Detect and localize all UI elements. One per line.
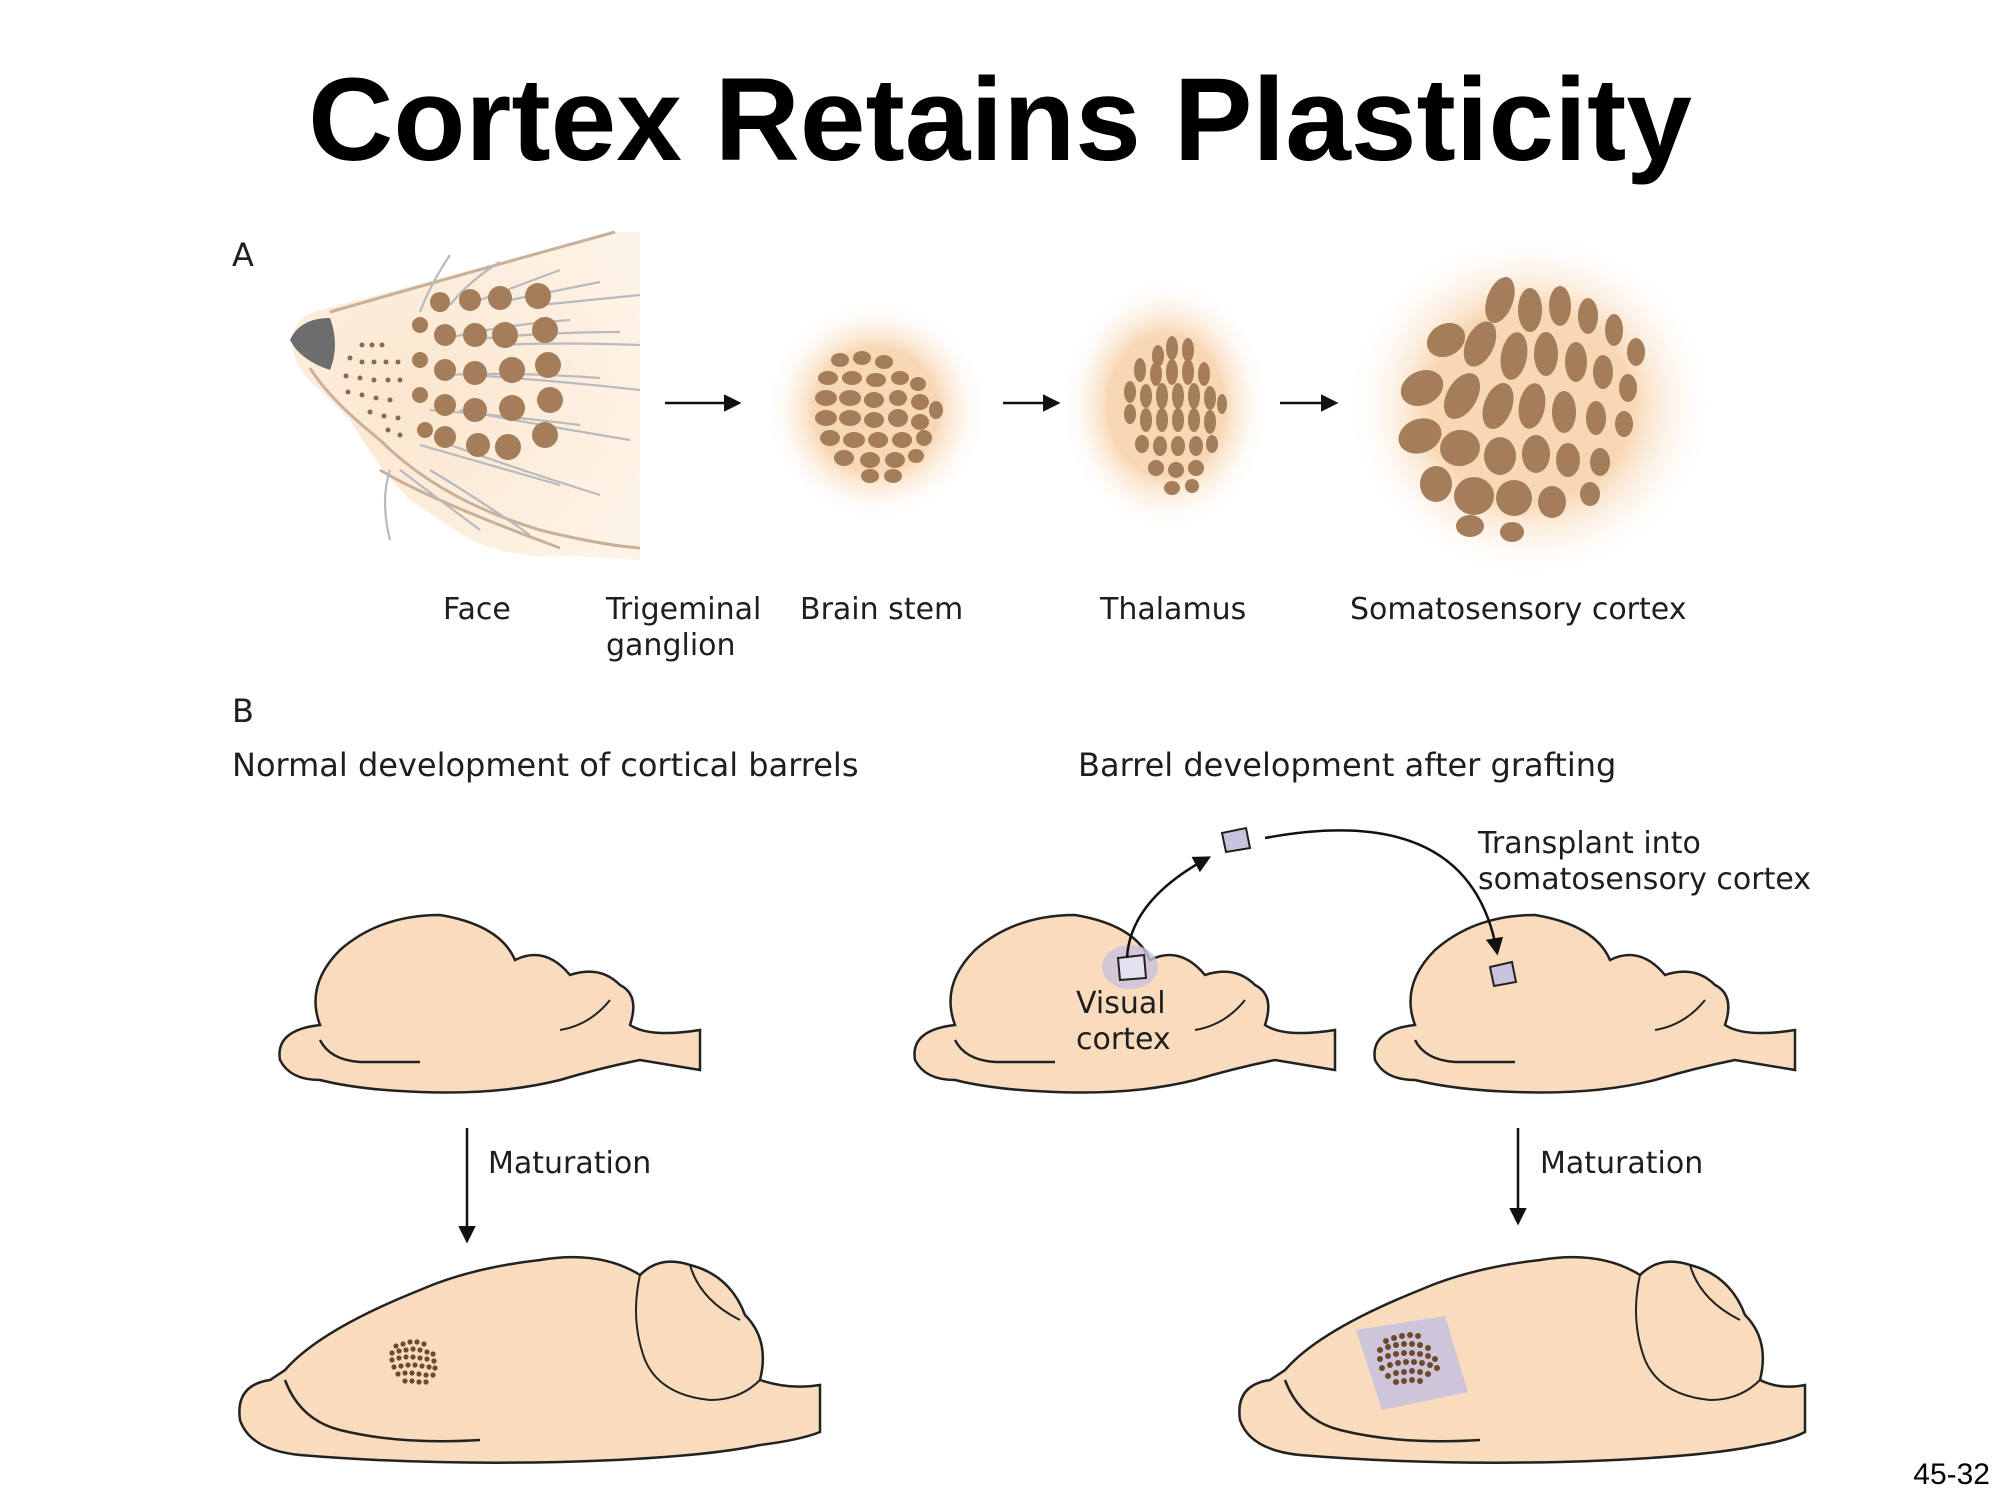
label-face: Face	[443, 592, 511, 627]
label-visual-line2: cortex	[1076, 1022, 1171, 1057]
young-brain-normal	[278, 913, 702, 1094]
graft-piece-in-transit	[1220, 826, 1252, 854]
panel-a-letter: A	[232, 236, 254, 274]
label-maturation-right: Maturation	[1540, 1146, 1704, 1181]
label-brain-stem: Brain stem	[800, 592, 964, 627]
label-trigeminal-line2: ganglion	[606, 628, 736, 663]
micro-follicles	[343, 342, 403, 438]
label-thalamus: Thalamus	[1100, 592, 1247, 627]
label-maturation-left: Maturation	[488, 1146, 652, 1181]
slide-title: Cortex Retains Plasticity	[308, 54, 1692, 186]
cortex-barrel-map	[1345, 230, 1715, 580]
panel-b-letter: B	[232, 692, 254, 730]
whisker-follicles	[412, 283, 563, 460]
young-brain-donor	[913, 913, 1337, 1094]
rat-face	[290, 230, 641, 560]
adult-brain-normal	[238, 1255, 822, 1464]
label-trigeminal-line1: Trigeminal	[606, 592, 762, 627]
label-transplant-line2: somatosensory cortex	[1478, 862, 1812, 897]
transplant-arc	[1125, 829, 1504, 959]
brainstem-map	[764, 298, 988, 522]
maturation-arrows	[458, 1128, 1527, 1244]
label-visual-line1: Visual	[1076, 986, 1166, 1021]
label-transplant-line1: Transplant into	[1478, 826, 1701, 861]
thalamus-map	[1061, 277, 1271, 533]
label-somatosensory-cortex: Somatosensory cortex	[1350, 592, 1687, 627]
right-heading: Barrel development after grafting	[1078, 746, 1617, 784]
adult-brain-grafted	[1238, 1255, 1807, 1464]
left-heading: Normal development of cortical barrels	[232, 746, 859, 784]
young-brain-host	[1373, 913, 1797, 1094]
slide-number: 45-32	[1913, 1458, 1990, 1491]
